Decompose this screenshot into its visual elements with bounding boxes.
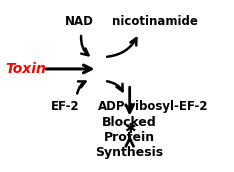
Text: Toxin: Toxin (6, 62, 47, 76)
Text: Blocked
Protein
Synthesis: Blocked Protein Synthesis (96, 116, 164, 159)
Text: NAD: NAD (65, 15, 93, 28)
Text: nicotinamide: nicotinamide (112, 15, 198, 28)
Text: ADP-ribosyl-EF-2: ADP-ribosyl-EF-2 (97, 100, 208, 113)
Text: ✱: ✱ (124, 122, 135, 136)
Text: EF-2: EF-2 (51, 100, 80, 113)
